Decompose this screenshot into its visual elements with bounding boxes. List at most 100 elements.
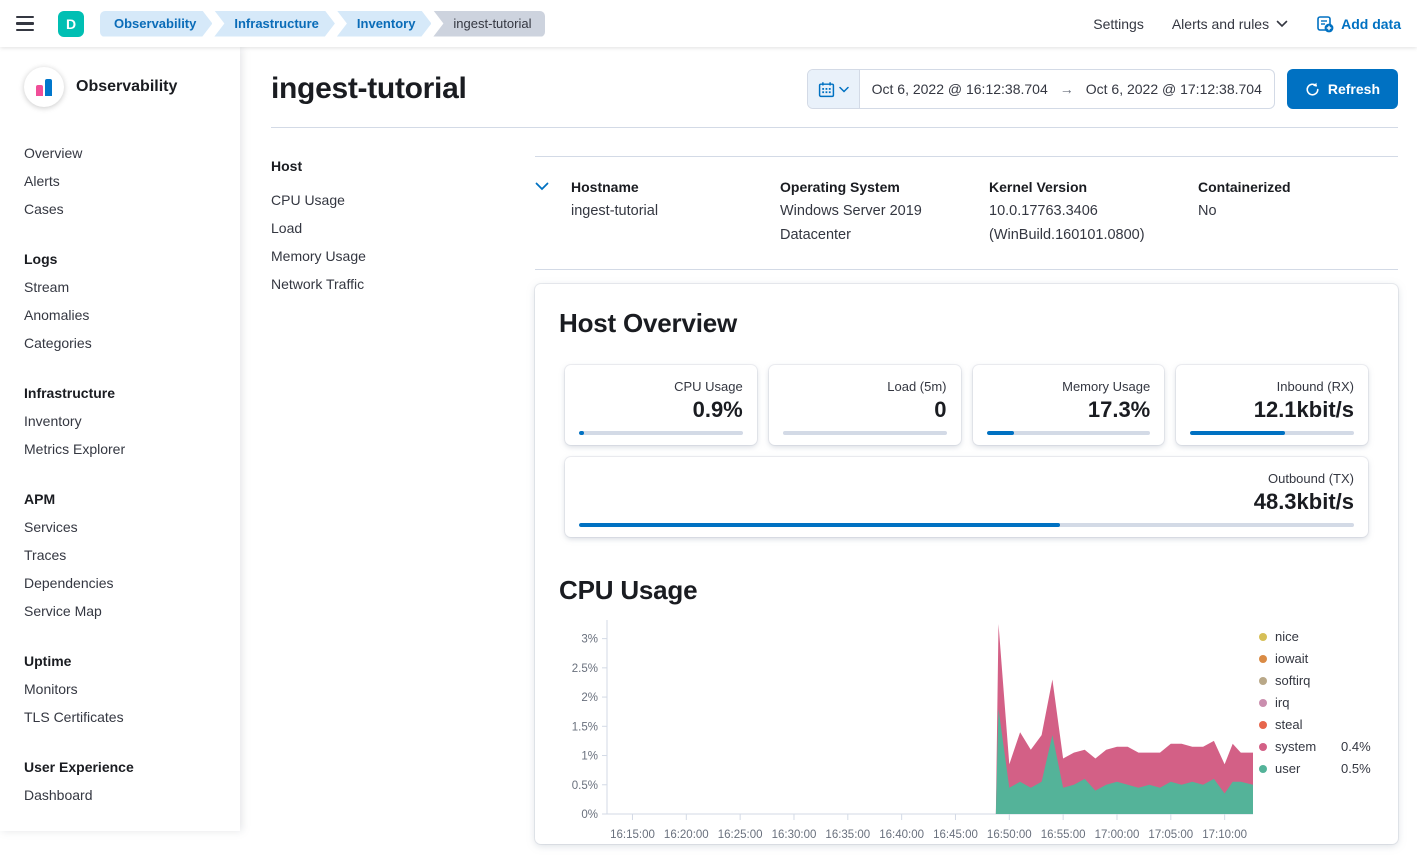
sidebar-section-header-logs: Logs bbox=[24, 251, 58, 267]
metric-label: CPU Usage bbox=[674, 379, 743, 394]
end-date-button[interactable]: Oct 6, 2022 @ 17:12:38.704 bbox=[1085, 81, 1262, 97]
sidebar-item-monitors[interactable]: Monitors bbox=[24, 681, 78, 697]
legend-label: system bbox=[1275, 739, 1317, 754]
breadcrumb-item-ingest-tutorial[interactable]: ingest-tutorial bbox=[433, 10, 546, 37]
start-date-button[interactable]: Oct 6, 2022 @ 16:12:38.704 bbox=[871, 81, 1048, 97]
metric-value: 17.3% bbox=[1087, 397, 1151, 422]
space-avatar[interactable]: D bbox=[58, 10, 84, 37]
legend-item-softirq[interactable]: softirq bbox=[1259, 670, 1371, 692]
legend-item-iowait[interactable]: iowait bbox=[1259, 648, 1371, 670]
subnav-item-memory-usage[interactable]: Memory Usage bbox=[271, 248, 366, 264]
host-metadata: Hostname ingest-tutorial Operating System W… bbox=[535, 156, 1398, 270]
metric-label: Memory Usage bbox=[1062, 379, 1151, 394]
svg-text:1.5%: 1.5% bbox=[572, 721, 598, 733]
sidebar-section-header-uptime: Uptime bbox=[24, 653, 72, 669]
legend-label: irq bbox=[1275, 695, 1290, 710]
metadata-value: ingest-tutorial bbox=[571, 203, 659, 219]
legend-dot bbox=[1259, 699, 1267, 707]
metric-card-inbound-rx-: Inbound (RX) 12.1kbit/s bbox=[1176, 365, 1368, 445]
sidebar-item-dashboard[interactable]: Dashboard bbox=[24, 787, 93, 803]
legend-item-nice[interactable]: nice bbox=[1259, 626, 1371, 648]
legend-label: iowait bbox=[1275, 651, 1309, 666]
sidebar-item-overview[interactable]: Overview bbox=[24, 145, 83, 161]
sidebar-item-tls-certificates[interactable]: TLS Certificates bbox=[24, 709, 124, 725]
add-data-label: Add data bbox=[1341, 15, 1401, 32]
add-data-button[interactable]: Add data bbox=[1316, 15, 1401, 33]
svg-text:1%: 1% bbox=[581, 751, 598, 763]
metadata-value: Windows Server 2019 Datacenter bbox=[780, 203, 922, 243]
chevron-down-icon bbox=[535, 182, 549, 191]
legend-value: 0.4% bbox=[1341, 739, 1371, 754]
svg-text:2%: 2% bbox=[581, 692, 598, 704]
metric-progress-fill bbox=[579, 523, 1060, 527]
metric-progress-fill bbox=[986, 431, 1015, 435]
svg-text:0.5%: 0.5% bbox=[572, 780, 598, 792]
sidebar-title: Observability bbox=[76, 78, 178, 95]
metadata-label: Kernel Version bbox=[989, 179, 1088, 195]
chevron-down-icon bbox=[838, 86, 849, 93]
svg-text:3%: 3% bbox=[581, 634, 598, 646]
sidebar-item-anomalies[interactable]: Anomalies bbox=[24, 307, 90, 323]
metadata-column-containerized: Containerized No bbox=[1198, 175, 1407, 247]
subnav-header: Host bbox=[271, 158, 303, 174]
breadcrumb-item-infrastructure[interactable]: Infrastructure bbox=[214, 11, 335, 37]
sidebar-item-cases[interactable]: Cases bbox=[24, 201, 64, 217]
date-range-arrow: → bbox=[1059, 81, 1074, 97]
sidebar-section-header-apm: APM bbox=[24, 491, 56, 507]
legend-item-irq[interactable]: irq bbox=[1259, 692, 1371, 714]
refresh-label: Refresh bbox=[1327, 81, 1380, 97]
menu-hamburger-icon[interactable] bbox=[16, 11, 42, 37]
sidebar-item-traces[interactable]: Traces bbox=[24, 547, 67, 563]
legend-item-user[interactable]: user 0.5% bbox=[1259, 758, 1371, 780]
sidebar-item-services[interactable]: Services bbox=[24, 519, 78, 535]
metric-label: Inbound (RX) bbox=[1276, 379, 1354, 394]
sidebar-item-stream[interactable]: Stream bbox=[24, 279, 70, 295]
metadata-column-operating-system: Operating System Windows Server 2019 Data… bbox=[780, 175, 989, 247]
host-overview-heading: Host Overview bbox=[559, 308, 738, 338]
subnav-item-cpu-usage[interactable]: CPU Usage bbox=[271, 192, 345, 208]
alerts-and-rules-menu[interactable]: Alerts and rules bbox=[1172, 16, 1288, 32]
metric-value: 0.9% bbox=[692, 397, 743, 422]
refresh-icon bbox=[1306, 82, 1319, 96]
breadcrumb-item-observability[interactable]: Observability bbox=[100, 11, 212, 37]
sidebar-item-categories[interactable]: Categories bbox=[24, 335, 92, 351]
breadcrumb-item-inventory[interactable]: Inventory bbox=[337, 11, 432, 37]
legend-value: 0.5% bbox=[1341, 761, 1371, 776]
metric-progress-fill bbox=[579, 431, 584, 435]
cpu-usage-heading: CPU Usage bbox=[559, 575, 698, 605]
metric-card-memory-usage: Memory Usage 17.3% bbox=[972, 365, 1165, 445]
alerts-and-rules-label: Alerts and rules bbox=[1171, 15, 1270, 32]
cpu-usage-plot: 0%0.5%1%1.5%2%2.5%3%16:15:00 16:20:00 16:2… bbox=[572, 620, 1253, 841]
legend-dot bbox=[1259, 721, 1267, 729]
sidebar-item-alerts[interactable]: Alerts bbox=[24, 173, 60, 189]
sidebar-item-service-map[interactable]: Service Map bbox=[24, 603, 102, 619]
legend-item-steal[interactable]: steal bbox=[1259, 714, 1371, 736]
subnav-item-load[interactable]: Load bbox=[271, 220, 303, 236]
legend-dot bbox=[1259, 633, 1267, 641]
settings-link[interactable]: Settings bbox=[1093, 15, 1144, 32]
sidebar-header: Observability bbox=[24, 67, 216, 107]
legend-item-system[interactable]: system 0.4% bbox=[1259, 736, 1371, 758]
metric-progress-bar bbox=[579, 431, 743, 435]
metadata-label: Containerized bbox=[1198, 179, 1291, 195]
header-divider bbox=[271, 127, 1398, 128]
metric-label: Outbound (TX) bbox=[1268, 471, 1354, 486]
metric-value: 48.3kbit/s bbox=[1253, 489, 1354, 514]
refresh-button[interactable]: Refresh bbox=[1286, 69, 1398, 109]
sidebar: Observability Overview Alerts Cases Logs Str… bbox=[0, 47, 240, 831]
subnav-item-network-traffic[interactable]: Network Traffic bbox=[271, 276, 365, 292]
legend-label: softirq bbox=[1275, 673, 1311, 688]
host-overview-card: Host Overview CPU Usage 0.9% Load (5m) 0 Mem… bbox=[535, 284, 1398, 844]
sidebar-item-inventory[interactable]: Inventory bbox=[24, 413, 82, 429]
svg-text:0%: 0% bbox=[581, 809, 598, 821]
metric-progress-bar bbox=[579, 523, 1354, 527]
metric-card-load-5m-: Load (5m) 0 bbox=[768, 365, 961, 445]
metadata-value: 10.0.17763.3406 (WinBuild.160101.0800) bbox=[989, 203, 1145, 243]
sidebar-item-dependencies[interactable]: Dependencies bbox=[24, 575, 114, 591]
sidebar-item-metrics-explorer[interactable]: Metrics Explorer bbox=[24, 441, 126, 457]
topbar-actions: Settings Alerts and rules Add data bbox=[1093, 15, 1401, 33]
sidebar-section-header-user-experience: User Experience bbox=[24, 759, 134, 775]
metadata-collapse-button[interactable] bbox=[535, 175, 571, 247]
date-quick-select-button[interactable] bbox=[807, 70, 860, 108]
legend-label: nice bbox=[1275, 629, 1299, 644]
